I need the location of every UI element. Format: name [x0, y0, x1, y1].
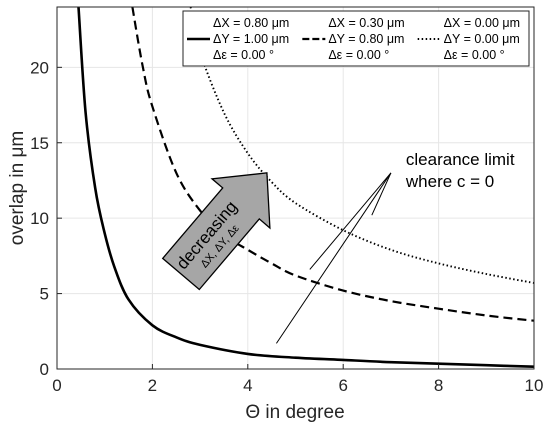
x-tick-label: 6 — [338, 376, 347, 395]
legend-box — [182, 10, 530, 67]
plot-frame — [56, 6, 535, 370]
y-axis-label: overlap in μm — [7, 131, 28, 245]
series-line-3 — [189, 6, 535, 284]
x-tick-label: 2 — [148, 376, 157, 395]
legend-entry-text: ΔX = 0.30 μm — [328, 16, 404, 30]
legend-entry-text: ΔX = 0.00 μm — [444, 16, 520, 30]
legend: ΔX = 0.80 μm ΔY = 1.00 μm Δε = 0.00 ° ΔX = … — [182, 10, 530, 67]
legend-entry-text: ΔY = 1.00 μm — [213, 32, 289, 46]
clearance-leader-line — [276, 172, 392, 344]
legend-entry-text: Δε = 0.00 ° — [444, 48, 505, 62]
y-tick-label: 20 — [30, 58, 49, 77]
clearance-leader-line — [309, 172, 392, 270]
legend-entry-text: Δε = 0.00 ° — [328, 48, 389, 62]
clearance-label-line: clearance limit — [406, 150, 515, 169]
x-axis-label: Θ in degree — [245, 402, 344, 423]
y-tick-label: 5 — [40, 285, 49, 304]
series-line-1 — [77, 6, 535, 368]
y-tick-label: 10 — [30, 209, 49, 228]
ticks: 0 2 4 6 8 10 0 5 10 15 20 — [30, 58, 543, 395]
clearance-label-line: where c = 0 — [405, 172, 494, 191]
legend-entry-text: Δε = 0.00 ° — [213, 48, 274, 62]
legend-entry-text: ΔX = 0.80 μm — [213, 16, 289, 30]
clearance-annotation: clearance limit where c = 0 — [276, 150, 515, 344]
y-tick-label: 0 — [40, 360, 49, 379]
x-tick-label: 0 — [52, 376, 61, 395]
clearance-leader-line — [371, 172, 392, 216]
legend-entry-text: ΔY = 0.80 μm — [328, 32, 404, 46]
y-tick-label: 15 — [30, 134, 49, 153]
legend-entry-text: ΔY = 0.00 μm — [444, 32, 520, 46]
x-tick-label: 4 — [243, 376, 252, 395]
arrow-shape — [161, 172, 271, 291]
x-tick-label: 8 — [434, 376, 443, 395]
curves — [77, 6, 535, 368]
x-tick-label: 10 — [525, 376, 544, 395]
